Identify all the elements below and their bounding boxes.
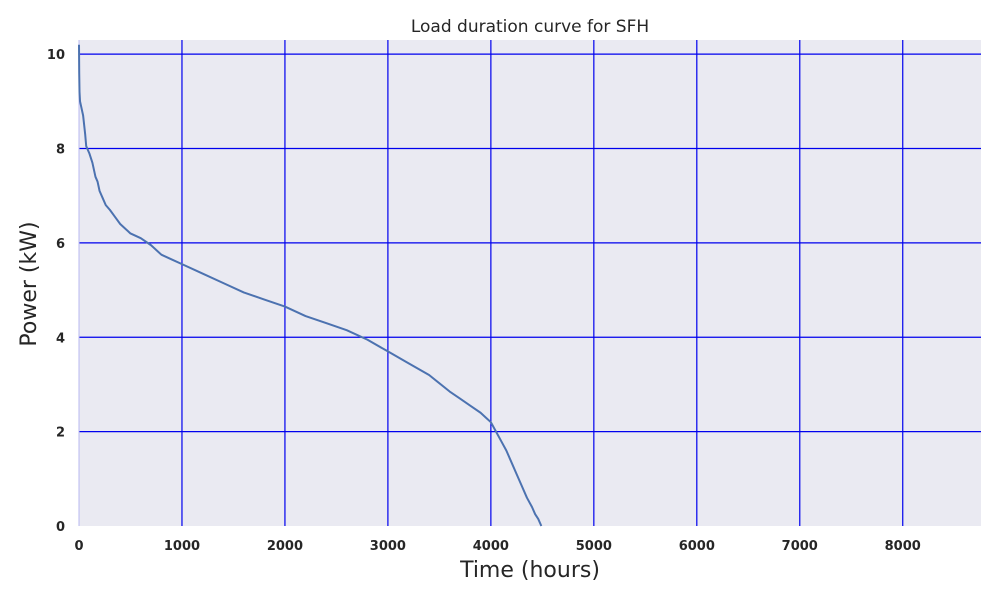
series-line bbox=[78, 44, 543, 527]
x-tick-label: 0 bbox=[74, 539, 83, 554]
x-tick-label: 8000 bbox=[885, 539, 921, 554]
y-tick-label: 8 bbox=[56, 143, 65, 158]
x-tick-label: 6000 bbox=[679, 539, 715, 554]
y-tick-label: 2 bbox=[56, 426, 65, 441]
chart-title: Load duration curve for SFH bbox=[411, 17, 649, 37]
x-tick-labels: 0 1000 2000 3000 4000 5000 6000 7000 8000 bbox=[74, 539, 920, 554]
y-gridlines bbox=[79, 53, 981, 433]
y-tick-label: 0 bbox=[56, 520, 65, 535]
x-axis-label: Time (hours) bbox=[459, 558, 600, 583]
x-gridlines bbox=[181, 40, 904, 526]
y-tick-label: 6 bbox=[56, 237, 65, 252]
x-tick-label: 2000 bbox=[267, 539, 303, 554]
x-tick-label: 5000 bbox=[576, 539, 612, 554]
y-axis-label: Power (kW) bbox=[17, 221, 42, 346]
y-tick-labels: 0 2 4 6 8 10 bbox=[47, 48, 65, 535]
x-tick-label: 7000 bbox=[782, 539, 818, 554]
y-tick-label: 10 bbox=[47, 48, 65, 63]
x-tick-label: 3000 bbox=[370, 539, 406, 554]
y-tick-label: 4 bbox=[56, 331, 65, 346]
x-tick-label: 4000 bbox=[473, 539, 509, 554]
plot-area bbox=[79, 40, 981, 526]
x-tick-label: 1000 bbox=[164, 539, 200, 554]
